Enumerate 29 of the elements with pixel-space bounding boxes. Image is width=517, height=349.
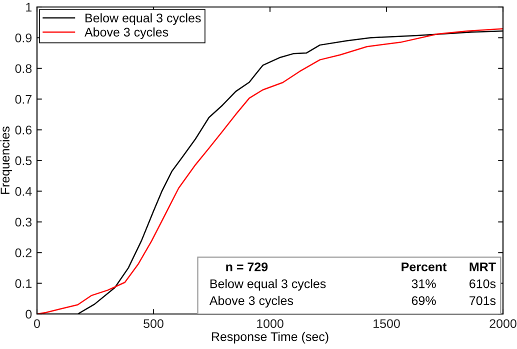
y-tick-label: 0.6 bbox=[15, 126, 32, 134]
annotation: Below equal 3 cycles bbox=[210, 279, 326, 291]
x-tick-label: 500 bbox=[144, 319, 164, 328]
y-tick-label: 0.5 bbox=[15, 156, 32, 166]
x-tick-label: 2000 bbox=[490, 319, 516, 328]
legend-label: Below equal 3 cycles bbox=[86, 13, 201, 25]
x-tick-label: 1500 bbox=[374, 319, 400, 328]
annotation: MRT bbox=[470, 262, 496, 272]
y-tick-label: 0.2 bbox=[15, 248, 32, 258]
x-axis-title: Response Time (sec) bbox=[212, 332, 328, 344]
annotation: 610s bbox=[470, 279, 496, 288]
annotation: Above 3 cycles bbox=[209, 296, 294, 308]
x-tick-label: 0 bbox=[34, 319, 40, 328]
y-tick-label: 0.1 bbox=[15, 279, 32, 288]
y-tick-label: 0.7 bbox=[15, 94, 32, 104]
annotation: Percent bbox=[402, 262, 447, 272]
annotation: 701s bbox=[470, 296, 496, 306]
y-tick-label: 0 bbox=[26, 310, 32, 319]
x-tick-label: 1000 bbox=[257, 319, 284, 328]
annotation: n = 729 bbox=[226, 262, 268, 272]
y-tick-label: 1 bbox=[26, 2, 32, 12]
y-tick-label: 0.9 bbox=[15, 34, 32, 42]
y-tick-label: 0.8 bbox=[15, 64, 32, 74]
annotation: 69% bbox=[412, 296, 436, 306]
y-tick-label: 0.3 bbox=[15, 218, 32, 227]
legend-label: Above 3 cycles bbox=[84, 27, 168, 40]
y-tick-label: 0.4 bbox=[15, 187, 32, 196]
annotation: 31% bbox=[412, 279, 436, 288]
y-axis-title: Frequencies bbox=[0, 126, 12, 194]
